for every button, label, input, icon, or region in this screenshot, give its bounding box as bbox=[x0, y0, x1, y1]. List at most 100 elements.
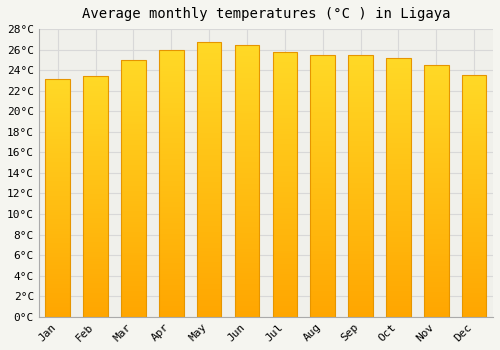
Bar bbox=[272, 227, 297, 229]
Bar bbox=[272, 76, 297, 78]
Bar bbox=[46, 89, 70, 91]
Bar bbox=[159, 178, 184, 181]
Bar bbox=[386, 221, 410, 224]
Bar bbox=[121, 109, 146, 111]
Bar bbox=[424, 161, 448, 163]
Bar bbox=[159, 151, 184, 154]
Bar bbox=[310, 86, 335, 89]
Bar bbox=[462, 208, 486, 211]
Bar bbox=[121, 181, 146, 183]
Bar bbox=[84, 148, 108, 151]
Bar bbox=[84, 281, 108, 283]
Bar bbox=[310, 196, 335, 199]
Bar bbox=[84, 88, 108, 91]
Bar bbox=[386, 102, 410, 104]
Bar bbox=[310, 112, 335, 115]
Bar bbox=[46, 276, 70, 279]
Bar bbox=[462, 307, 486, 309]
Bar bbox=[197, 155, 222, 158]
Bar bbox=[197, 117, 222, 119]
Bar bbox=[310, 244, 335, 246]
Bar bbox=[46, 222, 70, 224]
Bar bbox=[121, 245, 146, 247]
Bar bbox=[234, 262, 260, 265]
Bar bbox=[424, 251, 448, 254]
Bar bbox=[310, 230, 335, 233]
Bar bbox=[462, 187, 486, 189]
Bar bbox=[234, 295, 260, 298]
Bar bbox=[310, 149, 335, 152]
Bar bbox=[234, 222, 260, 225]
Bar bbox=[272, 150, 297, 152]
Bar bbox=[462, 257, 486, 259]
Bar bbox=[272, 266, 297, 269]
Bar bbox=[272, 197, 297, 200]
Bar bbox=[234, 257, 260, 260]
Bar bbox=[386, 107, 410, 110]
Bar bbox=[310, 225, 335, 228]
Bar bbox=[234, 97, 260, 100]
Bar bbox=[348, 212, 373, 215]
Bar bbox=[386, 268, 410, 270]
Bar bbox=[121, 68, 146, 70]
Bar bbox=[424, 314, 448, 317]
Bar bbox=[272, 118, 297, 121]
Bar bbox=[46, 224, 70, 226]
Bar bbox=[197, 160, 222, 163]
Bar bbox=[272, 251, 297, 253]
Bar bbox=[234, 211, 260, 214]
Bar bbox=[348, 170, 373, 173]
Bar bbox=[348, 290, 373, 293]
Bar bbox=[159, 293, 184, 295]
Bar bbox=[424, 168, 448, 171]
Bar bbox=[348, 131, 373, 133]
Bar bbox=[462, 128, 486, 131]
Bar bbox=[272, 65, 297, 68]
Bar bbox=[310, 209, 335, 212]
Bar bbox=[197, 278, 222, 281]
Bar bbox=[386, 161, 410, 164]
Bar bbox=[159, 271, 184, 274]
Bar bbox=[348, 123, 373, 126]
Bar bbox=[348, 217, 373, 220]
Bar bbox=[46, 295, 70, 298]
Bar bbox=[424, 259, 448, 261]
Bar bbox=[348, 230, 373, 233]
Bar bbox=[462, 80, 486, 83]
Bar bbox=[197, 243, 222, 245]
Bar bbox=[46, 288, 70, 291]
Bar bbox=[197, 54, 222, 56]
Bar bbox=[84, 233, 108, 235]
Bar bbox=[272, 248, 297, 251]
Bar bbox=[234, 165, 260, 168]
Bar bbox=[462, 119, 486, 121]
Bar bbox=[197, 229, 222, 232]
Bar bbox=[348, 188, 373, 191]
Bar bbox=[272, 192, 297, 195]
Bar bbox=[424, 131, 448, 133]
Bar bbox=[462, 99, 486, 102]
Bar bbox=[424, 183, 448, 186]
Bar bbox=[272, 187, 297, 190]
Bar bbox=[234, 111, 260, 113]
Bar bbox=[84, 211, 108, 213]
Bar bbox=[310, 115, 335, 118]
Bar bbox=[348, 280, 373, 283]
Bar bbox=[424, 224, 448, 226]
Bar bbox=[234, 67, 260, 70]
Bar bbox=[197, 188, 222, 191]
Bar bbox=[424, 206, 448, 209]
Bar bbox=[84, 187, 108, 189]
Bar bbox=[46, 113, 70, 115]
Bar bbox=[424, 123, 448, 125]
Bar bbox=[121, 196, 146, 198]
Bar bbox=[121, 158, 146, 160]
Bar bbox=[121, 175, 146, 178]
Bar bbox=[121, 232, 146, 234]
Bar bbox=[84, 252, 108, 254]
Bar bbox=[348, 259, 373, 262]
Bar bbox=[386, 71, 410, 74]
Bar bbox=[84, 245, 108, 247]
Bar bbox=[159, 253, 184, 256]
Bar bbox=[121, 230, 146, 232]
